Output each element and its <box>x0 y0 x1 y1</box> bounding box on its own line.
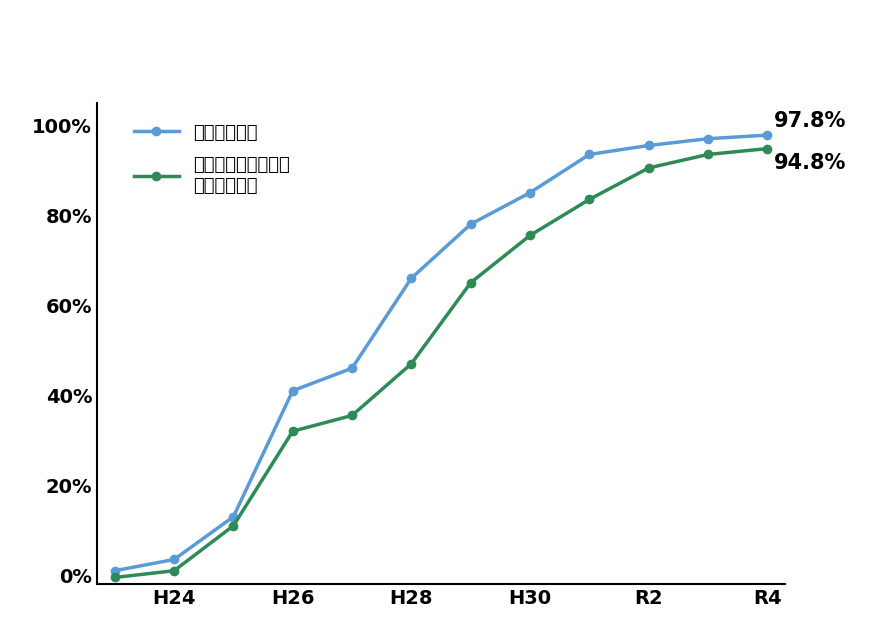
Text: 94.8%: 94.8% <box>774 153 847 173</box>
Text: 97.8%: 97.8% <box>774 110 847 130</box>
Text: 新車乗用車における先進安全技術の搜載率: 新車乗用車における先進安全技術の搜載率 <box>258 26 624 57</box>
Legend: 自動ブレーキ, ペダル踏み間違い時
加速抑制装置: 自動ブレーキ, ペダル踏み間違い時 加速抑制装置 <box>127 117 297 202</box>
